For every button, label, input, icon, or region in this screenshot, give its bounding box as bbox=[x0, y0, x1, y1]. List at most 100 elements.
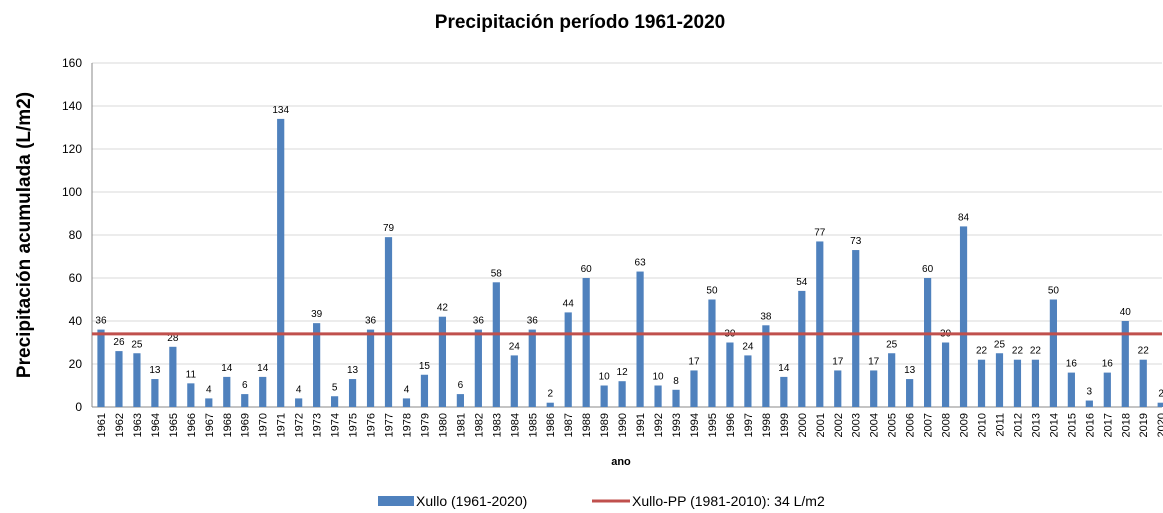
x-tick-label: 1987 bbox=[563, 413, 575, 437]
x-tick-label: 2016 bbox=[1084, 413, 1096, 437]
bar bbox=[330, 396, 339, 407]
x-tick-label: 1995 bbox=[707, 413, 719, 437]
bar bbox=[295, 398, 303, 407]
y-tick-label: 20 bbox=[69, 357, 83, 371]
bar bbox=[528, 329, 536, 407]
x-tick-label: 1967 bbox=[204, 413, 216, 437]
bar bbox=[798, 290, 806, 407]
y-tick-label: 80 bbox=[69, 228, 83, 242]
bar bbox=[366, 329, 375, 407]
bar bbox=[1085, 400, 1093, 407]
bar bbox=[977, 359, 986, 407]
data-label: 26 bbox=[113, 337, 125, 348]
x-tick-label: 1996 bbox=[725, 413, 737, 437]
x-tick-label: 2007 bbox=[923, 413, 935, 437]
bar bbox=[384, 237, 393, 407]
x-tick-label: 1962 bbox=[114, 413, 126, 437]
data-label: 25 bbox=[994, 339, 1006, 350]
x-tick-label: 1976 bbox=[366, 413, 378, 437]
x-tick-label: 1964 bbox=[150, 413, 162, 437]
data-label: 4 bbox=[296, 384, 302, 395]
bar bbox=[600, 385, 608, 407]
x-tick-label: 2020 bbox=[1156, 413, 1163, 437]
bar bbox=[241, 394, 249, 407]
bar bbox=[995, 353, 1004, 407]
bar bbox=[313, 323, 321, 407]
bar bbox=[708, 299, 716, 407]
data-label: 39 bbox=[311, 309, 323, 320]
bar bbox=[510, 355, 518, 407]
data-label: 10 bbox=[599, 372, 611, 383]
data-label: 60 bbox=[922, 264, 934, 275]
bar bbox=[97, 329, 105, 407]
bar bbox=[420, 374, 429, 407]
x-tick-label: 2002 bbox=[833, 413, 845, 437]
data-label: 17 bbox=[868, 356, 880, 367]
y-tick-label: 0 bbox=[75, 400, 82, 414]
bar bbox=[636, 271, 644, 407]
bar bbox=[941, 342, 950, 407]
data-label: 14 bbox=[778, 363, 790, 374]
legend-label: Xullo (1961-2020) bbox=[416, 493, 527, 509]
data-label: 79 bbox=[383, 223, 395, 234]
x-tick-label: 1992 bbox=[653, 413, 665, 437]
y-tick-label: 60 bbox=[69, 271, 83, 285]
bar bbox=[888, 353, 896, 407]
bar bbox=[223, 376, 231, 407]
data-label: 73 bbox=[850, 236, 862, 247]
x-tick-label: 1965 bbox=[168, 413, 180, 437]
y-tick-label: 40 bbox=[69, 314, 83, 328]
bar bbox=[1067, 372, 1075, 407]
bar bbox=[744, 355, 752, 407]
data-label: 50 bbox=[706, 286, 718, 297]
x-tick-label: 1977 bbox=[384, 413, 396, 437]
data-label: 16 bbox=[1102, 359, 1114, 370]
data-label: 16 bbox=[1066, 359, 1078, 370]
bar bbox=[1121, 321, 1129, 407]
x-tick-label: 2014 bbox=[1048, 413, 1060, 437]
x-tick-label: 2000 bbox=[797, 413, 809, 437]
data-label: 54 bbox=[796, 277, 808, 288]
data-label: 10 bbox=[652, 372, 664, 383]
data-label: 8 bbox=[673, 376, 679, 387]
bar bbox=[348, 379, 357, 407]
data-label: 38 bbox=[760, 311, 772, 322]
y-tick-label: 120 bbox=[62, 142, 82, 156]
data-label: 22 bbox=[976, 346, 988, 357]
bar bbox=[852, 250, 860, 407]
x-tick-label: 1999 bbox=[779, 413, 791, 437]
bar bbox=[1157, 402, 1163, 407]
bar bbox=[654, 385, 662, 407]
data-label: 25 bbox=[886, 339, 898, 350]
x-tick-label: 2001 bbox=[815, 413, 827, 437]
bar bbox=[690, 370, 698, 407]
data-label: 63 bbox=[635, 258, 647, 269]
data-label: 22 bbox=[1030, 346, 1042, 357]
x-tick-label: 2015 bbox=[1066, 413, 1078, 437]
x-tick-label: 2008 bbox=[941, 413, 953, 437]
x-tick-label: 1997 bbox=[743, 413, 755, 437]
y-tick-label: 160 bbox=[62, 56, 82, 70]
y-tick-label: 140 bbox=[62, 99, 82, 113]
data-label: 17 bbox=[688, 356, 700, 367]
x-tick-label: 1969 bbox=[240, 413, 252, 437]
data-label: 77 bbox=[814, 227, 826, 238]
x-tick-label: 1975 bbox=[348, 413, 360, 437]
data-label: 28 bbox=[167, 333, 179, 344]
x-tick-label: 1981 bbox=[455, 413, 467, 437]
data-label: 4 bbox=[206, 384, 212, 395]
data-label: 13 bbox=[904, 365, 916, 376]
bar bbox=[474, 329, 482, 407]
bar bbox=[726, 342, 734, 407]
data-label: 40 bbox=[1120, 307, 1132, 318]
data-label: 22 bbox=[1138, 346, 1150, 357]
bar bbox=[151, 379, 159, 407]
data-label: 15 bbox=[419, 361, 431, 372]
bar bbox=[1139, 359, 1147, 407]
x-tick-label: 1982 bbox=[473, 413, 485, 437]
x-tick-label: 2018 bbox=[1120, 413, 1132, 437]
x-tick-label: 1963 bbox=[132, 413, 144, 437]
bar bbox=[402, 398, 411, 407]
data-label: 6 bbox=[242, 380, 248, 391]
